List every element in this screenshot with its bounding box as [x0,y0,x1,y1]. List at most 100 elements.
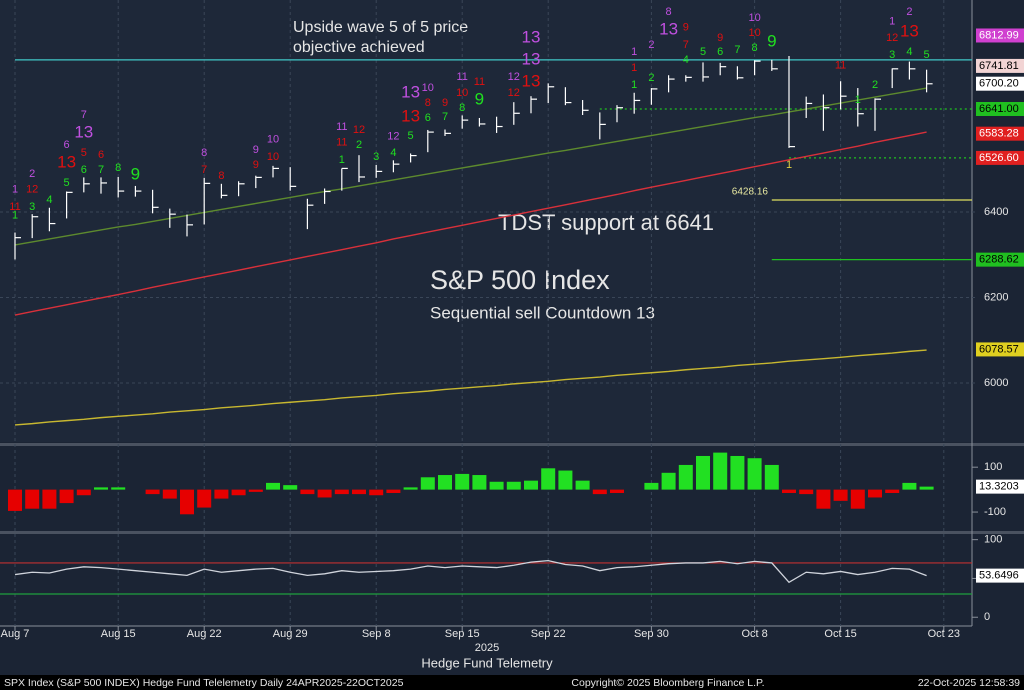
histogram-bar [214,489,229,499]
histogram-bar [558,470,573,490]
histogram-bar [730,455,745,490]
histogram-bar [592,489,607,495]
y-tick-label: 100 [984,534,1002,546]
td-count: 10 [267,134,279,146]
td-count: 7 [81,109,87,121]
histogram-bar [59,489,74,504]
moving-average [14,87,927,246]
value-box-label: 53.6496 [979,570,1019,582]
histogram-bar [713,452,728,490]
td-count: 7 [98,164,104,176]
td-count: 7 [442,111,448,123]
value-box [976,479,1024,494]
td-count: 1 [855,94,861,106]
td-count: 9 [253,144,259,156]
td-count: 6 [98,149,104,161]
price-level-box [976,342,1024,357]
histogram-bar [386,489,401,493]
td-count: 2 [872,79,878,91]
x-axis-title: Hedge Fund Telemetry [421,655,553,670]
td-count: 1 [631,62,637,74]
histogram-bar [902,482,917,490]
histogram-bar [644,482,659,490]
histogram-bar [575,480,590,490]
td-count: 13 [522,72,541,91]
td-count: 10 [748,27,760,39]
histogram-bar [300,489,315,495]
histogram-bar [94,487,108,490]
value-box [976,568,1024,583]
td-count: 9 [253,159,259,171]
td-count: 9 [131,164,140,183]
footer-left: SPX Index (S&P 500 INDEX) Hedge Fund Tel… [4,677,404,689]
price-level-box [976,126,1024,141]
td-count: 11 [9,201,20,213]
x-tick-label: Oct 8 [741,628,767,640]
value-box-label: 13.3203 [979,481,1019,493]
td-count: 3 [29,201,35,213]
histogram-bar [661,472,676,490]
price-level-box [976,58,1024,73]
td-count: 13 [900,22,919,41]
td-count: 13 [74,122,93,141]
histogram-bar [25,489,40,509]
td-count: 2 [648,39,654,51]
td-count: 12 [886,32,898,44]
histogram-bar [145,489,160,495]
x-tick-label: Sep 8 [362,628,391,640]
td-count: 7 [734,44,740,56]
histogram-bar [850,489,865,509]
td-count: 2 [648,72,654,84]
price-level-label: 6812.99 [979,29,1019,41]
histogram-bar [455,473,470,490]
histogram-bar [782,489,796,493]
td-count: 1 [631,79,637,91]
price-level-label: 6583.28 [979,128,1019,140]
histogram-bar [334,489,349,495]
td-count: 4 [46,194,52,206]
y-tick-label: 6000 [984,377,1008,389]
year-label: 2025 [475,642,499,654]
histogram-bar [420,477,435,490]
x-tick-label: Sep 22 [531,628,566,640]
price-level-label: 6078.57 [979,343,1019,355]
level-note: 6428.16 [732,187,769,198]
td-count: 6 [81,164,87,176]
td-count: 10 [267,151,279,163]
histogram-bar [678,464,693,490]
td-count: 11 [474,76,485,88]
histogram-bar [111,487,126,490]
price-level-box [976,150,1024,165]
histogram-bar [352,489,366,495]
td-count: 10 [748,12,760,24]
td-count: 12 [508,71,520,83]
histogram-bar [8,489,22,511]
td-count: 12 [26,184,38,196]
chart-subtitle: Sequential sell Countdown 13 [430,303,655,322]
td-count: 8 [115,162,121,174]
y-tick-label: 6400 [984,206,1008,218]
histogram-bar [489,481,504,490]
price-level-label: 6741.81 [979,60,1019,72]
histogram-bar [403,487,418,490]
td-count: 9 [717,32,723,44]
td-count: 1 [12,184,18,196]
y-tick-label: 100 [984,461,1002,473]
footer-bar [0,675,1024,690]
histogram-bar [610,489,624,493]
td-count: 1 [889,16,895,28]
histogram-bar [248,489,263,492]
histogram-bar [799,489,814,495]
td-count: 8 [752,42,758,54]
td-count: 13 [659,19,678,38]
moving-average [14,131,927,316]
td-count: 3 [889,49,895,61]
td-count: 11 [456,71,467,83]
td-count: 13 [522,28,541,47]
td-count: 8 [201,147,207,159]
td-count: 11 [835,60,846,72]
price-level-box [976,76,1024,91]
histogram-bar [472,475,487,490]
histogram-bar [317,489,332,498]
